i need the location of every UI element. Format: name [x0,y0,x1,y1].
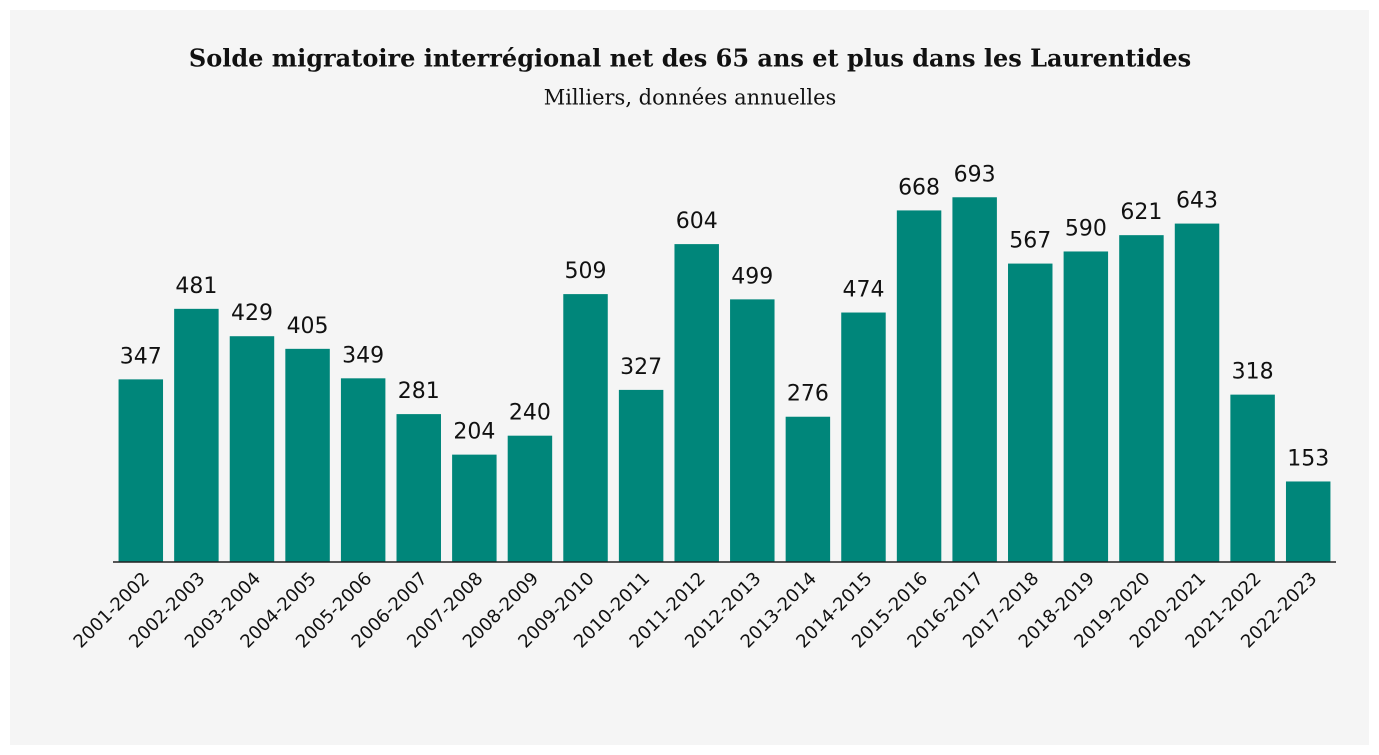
data-label: 693 [954,162,996,187]
bar [452,454,497,562]
data-label: 509 [565,259,607,284]
bar [730,299,775,562]
data-label: 276 [787,382,829,407]
bar [1174,223,1220,562]
bar [1063,251,1109,562]
bar [952,197,997,562]
bar [174,308,219,562]
data-label: 621 [1120,200,1162,225]
bar [285,348,330,562]
data-label: 281 [398,379,440,404]
bar [896,210,942,562]
data-label: 327 [620,355,662,380]
bar [563,294,608,562]
data-label: 153 [1287,446,1329,471]
data-label: 499 [731,264,773,289]
data-label: 481 [175,274,217,299]
bar [229,336,275,562]
data-label: 204 [453,420,495,445]
bar [1119,235,1164,562]
data-label: 240 [509,401,551,426]
data-label: 567 [1009,229,1051,254]
bar [785,416,831,562]
bar [841,312,886,562]
data-label: 590 [1065,216,1107,241]
bar [118,379,164,562]
data-label: 318 [1232,360,1274,385]
bar [340,378,386,562]
bar [674,244,719,562]
bar [396,414,441,562]
bar [1285,481,1331,562]
bar [507,435,553,562]
data-label: 347 [120,344,162,369]
data-label: 643 [1176,189,1218,214]
data-label: 405 [287,314,329,339]
data-label: 668 [898,175,940,200]
chart-title: Solde migratoire interrégional net des 6… [189,44,1191,73]
bar [1230,394,1275,562]
data-label: 429 [231,301,273,326]
chart-subtitle: Milliers, données annuelles [544,86,837,110]
bar [618,389,664,562]
data-label: 474 [842,278,884,303]
data-label: 349 [342,343,384,368]
data-label: 604 [676,209,718,234]
bar [1008,263,1053,562]
